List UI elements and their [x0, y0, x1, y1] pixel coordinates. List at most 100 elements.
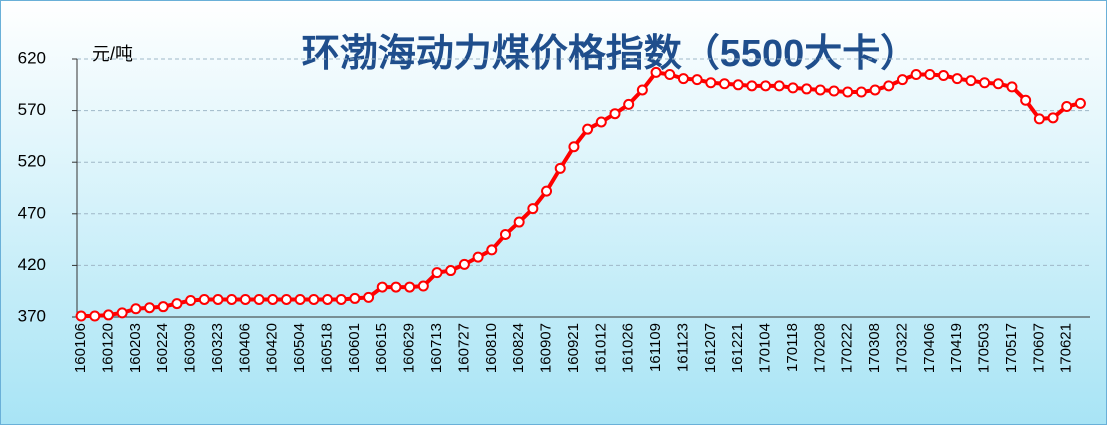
marker — [1047, 112, 1059, 124]
marker — [1006, 81, 1018, 93]
x-tick-label: 170406 — [921, 323, 938, 373]
x-tick-label: 160224 — [154, 323, 171, 373]
x-tick-label: 160420 — [264, 323, 281, 373]
marker — [1061, 100, 1073, 112]
marker — [650, 66, 662, 78]
marker — [732, 79, 744, 91]
marker — [1033, 113, 1045, 125]
x-tick-label: 160518 — [318, 323, 335, 373]
marker — [458, 258, 470, 270]
marker — [773, 80, 785, 92]
marker — [896, 74, 908, 86]
marker — [801, 83, 813, 95]
marker — [718, 78, 730, 90]
marker — [335, 293, 347, 305]
marker — [910, 68, 922, 80]
marker — [417, 280, 429, 292]
marker — [609, 108, 621, 120]
marker — [691, 74, 703, 86]
marker — [992, 78, 1004, 90]
x-tick-label: 160120 — [99, 323, 116, 373]
marker — [198, 293, 210, 305]
marker — [308, 293, 320, 305]
x-tick-label: 170517 — [1003, 323, 1020, 373]
marker — [623, 98, 635, 110]
marker — [89, 310, 101, 322]
x-tick-label: 170607 — [1030, 323, 1047, 373]
x-tick-label: 160629 — [401, 323, 418, 373]
marker — [445, 265, 457, 277]
marker — [568, 141, 580, 153]
x-tick-label: 160907 — [538, 323, 555, 373]
x-tick-label: 170419 — [948, 323, 965, 373]
marker — [1020, 94, 1032, 106]
x-tick-label: 160727 — [455, 323, 472, 373]
x-tick-label: 160309 — [182, 323, 199, 373]
x-tick-label: 160824 — [510, 323, 527, 373]
marker — [349, 292, 361, 304]
marker — [376, 281, 388, 293]
marker — [212, 293, 224, 305]
x-tick-label: 170118 — [784, 323, 801, 372]
marker — [144, 302, 156, 314]
marker — [472, 251, 484, 263]
x-tick-label: 170308 — [866, 323, 883, 373]
x-tick-label: 161123 — [674, 323, 691, 372]
x-tick-label: 161207 — [702, 323, 719, 373]
x-tick-label: 160106 — [72, 323, 89, 373]
y-tick-label: 570 — [18, 100, 46, 119]
x-tick-label: 161109 — [647, 323, 664, 372]
marker — [294, 293, 306, 305]
marker — [363, 291, 375, 303]
marker — [75, 310, 87, 322]
marker — [787, 82, 799, 94]
y-axis-label: 元/吨 — [92, 44, 133, 64]
x-tick-label: 160601 — [346, 323, 363, 373]
marker — [280, 293, 292, 305]
marker — [883, 80, 895, 92]
y-tick-label: 520 — [18, 152, 46, 171]
marker — [499, 228, 511, 240]
marker — [130, 303, 142, 315]
marker — [513, 216, 525, 228]
marker — [869, 84, 881, 96]
x-tick-label: 160323 — [209, 323, 226, 373]
x-tick-label: 160615 — [373, 323, 390, 373]
marker — [828, 85, 840, 97]
marker — [677, 73, 689, 85]
marker — [185, 294, 197, 306]
x-tick-label: 170621 — [1058, 323, 1075, 373]
marker — [527, 203, 539, 215]
y-tick-label: 420 — [18, 255, 46, 274]
x-tick-label: 170322 — [893, 323, 910, 373]
y-tick-label: 620 — [18, 48, 46, 67]
marker — [390, 281, 402, 293]
marker — [855, 86, 867, 98]
marker — [226, 293, 238, 305]
marker — [664, 68, 676, 80]
x-tick-label: 170222 — [839, 323, 856, 373]
marker — [322, 293, 334, 305]
marker — [239, 293, 251, 305]
marker — [965, 75, 977, 87]
marker — [267, 293, 279, 305]
x-tick-label: 160921 — [565, 323, 582, 373]
x-tick-label: 160203 — [127, 323, 144, 373]
marker — [486, 244, 498, 256]
x-tick-label: 160713 — [428, 323, 445, 373]
marker — [705, 77, 717, 89]
marker — [938, 70, 950, 82]
chart-title: 环渤海动力煤价格指数（5500大卡） — [302, 33, 919, 75]
marker — [595, 116, 607, 128]
x-tick-label: 170208 — [811, 323, 828, 373]
marker — [102, 309, 114, 321]
x-tick-label: 161026 — [620, 323, 637, 373]
marker — [253, 293, 265, 305]
x-tick-label: 160406 — [236, 323, 253, 373]
marker — [171, 298, 183, 310]
marker — [636, 84, 648, 96]
marker — [979, 77, 991, 89]
marker — [116, 307, 128, 319]
